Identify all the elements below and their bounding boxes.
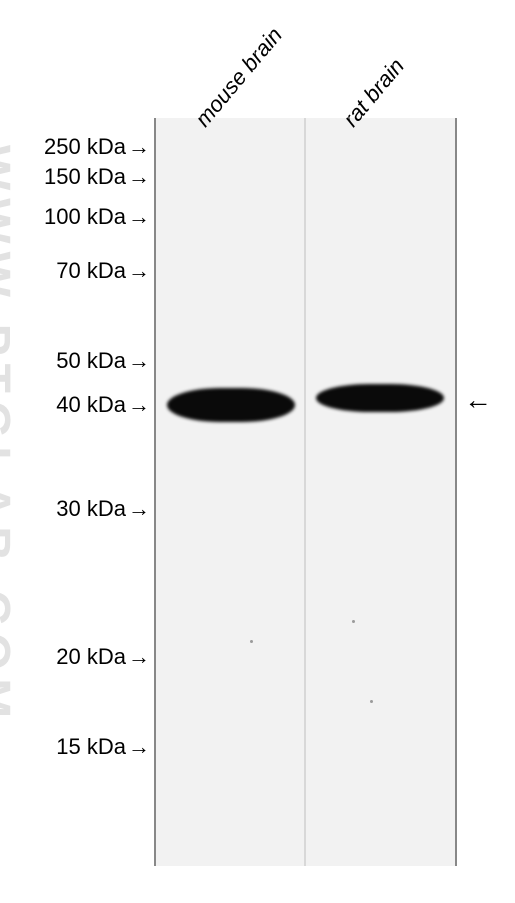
arrow-right-icon: →: [128, 164, 150, 190]
arrow-right-icon: →: [128, 134, 150, 160]
marker-label: 150 kDa→: [44, 164, 150, 190]
protein-band: [167, 388, 295, 422]
lane-label-1: mouse brain: [190, 23, 288, 132]
noise-speck: [352, 620, 355, 623]
arrow-right-icon: →: [128, 258, 150, 284]
arrow-right-icon: →: [128, 734, 150, 760]
western-blot-figure: mouse brain rat brain 250 kDa→150 kDa→10…: [0, 0, 515, 903]
band-indicator-arrow: ←: [464, 384, 492, 416]
arrow-right-icon: →: [128, 348, 150, 374]
noise-speck: [370, 700, 373, 703]
noise-speck: [250, 640, 253, 643]
marker-label: 70 kDa→: [56, 258, 150, 284]
watermark-text: WWW.PTGLAB.COM: [0, 145, 20, 726]
marker-label: 100 kDa→: [44, 204, 150, 230]
arrow-right-icon: →: [128, 496, 150, 522]
marker-label: 15 kDa→: [56, 734, 150, 760]
lane-divider: [304, 118, 306, 866]
marker-label: 20 kDa→: [56, 644, 150, 670]
arrow-right-icon: →: [128, 644, 150, 670]
arrow-right-icon: →: [128, 204, 150, 230]
protein-band: [316, 384, 444, 412]
marker-label: 30 kDa→: [56, 496, 150, 522]
marker-label: 250 kDa→: [44, 134, 150, 160]
marker-label: 50 kDa→: [56, 348, 150, 374]
arrow-right-icon: →: [128, 392, 150, 418]
marker-label: 40 kDa→: [56, 392, 150, 418]
